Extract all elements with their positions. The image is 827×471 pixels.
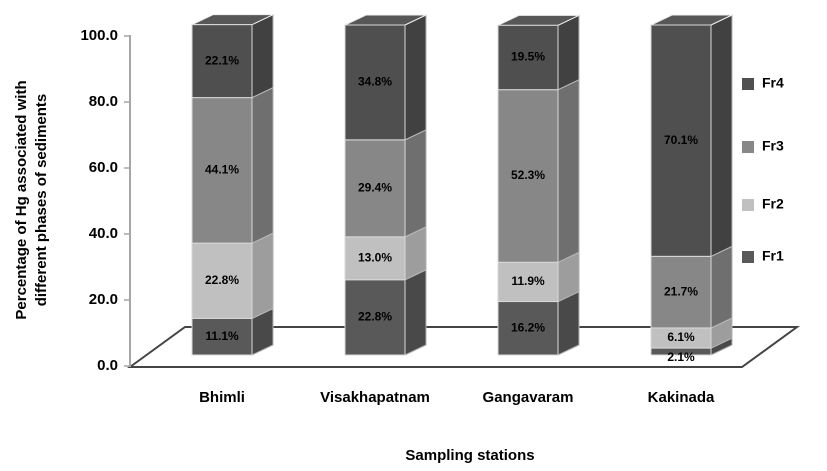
y-tick-label: 20.0 <box>89 291 118 308</box>
bar-side <box>251 13 274 99</box>
bar-side <box>557 14 580 91</box>
value-label: 6.1% <box>667 330 695 344</box>
y-tick-label: 60.0 <box>89 159 118 176</box>
value-label: 19.5% <box>511 50 545 64</box>
value-label: 11.1% <box>205 329 239 343</box>
legend-swatch <box>742 251 754 263</box>
value-label: 22.8% <box>358 310 392 324</box>
value-label: 13.0% <box>358 250 392 264</box>
bar-side <box>404 268 427 356</box>
bar-segment <box>650 14 733 258</box>
y-axis-title: Percentage of Hg associated with <box>13 80 30 319</box>
value-label: 52.3% <box>511 168 545 182</box>
legend-label: Fr3 <box>762 138 784 154</box>
y-axis-title: different phases of sediments <box>33 94 50 307</box>
legend-label: Fr4 <box>762 75 784 91</box>
bar-front <box>344 236 406 281</box>
bar-side <box>251 232 274 320</box>
bar-segment <box>497 14 580 91</box>
legend-swatch <box>742 78 754 90</box>
value-label: 29.4% <box>358 181 392 195</box>
bar-side <box>404 14 427 141</box>
legend-swatch <box>742 199 754 211</box>
bar-front <box>650 24 712 257</box>
bar-front <box>497 261 559 303</box>
bar-segment <box>344 14 427 141</box>
bar-front <box>344 139 406 238</box>
x-axis-title: Sampling stations <box>405 447 534 464</box>
plot-area <box>191 13 733 356</box>
value-label: 44.1% <box>205 163 239 177</box>
legend-swatch <box>742 141 754 153</box>
bar-segment <box>191 13 274 99</box>
value-label: 70.1% <box>664 133 698 147</box>
legend-label: Fr2 <box>762 196 784 212</box>
value-label: 16.2% <box>511 320 545 334</box>
bar-front <box>497 301 559 356</box>
floor <box>126 326 801 368</box>
value-label: 34.8% <box>358 75 392 89</box>
value-label: 21.7% <box>664 284 698 298</box>
bar-front <box>191 24 253 99</box>
bar-front <box>344 24 406 141</box>
bar-front <box>191 242 253 319</box>
x-tick-label: Bhimli <box>199 389 245 406</box>
y-tick-label: 40.0 <box>89 225 118 242</box>
y-tick-label: 100.0 <box>80 27 118 44</box>
bar-front <box>344 279 406 356</box>
x-tick-label: Visakhapatnam <box>320 389 430 406</box>
bar-side <box>251 86 274 244</box>
legend-label: Fr1 <box>762 248 784 264</box>
y-tick-label: 0.0 <box>97 357 118 374</box>
bar-side <box>710 245 733 329</box>
x-tick-label: Kakinada <box>648 389 715 406</box>
bar-front <box>191 97 253 244</box>
bar-side <box>404 129 427 238</box>
value-label: 2.1% <box>667 350 695 364</box>
bar-side <box>557 290 580 356</box>
value-label: 22.1% <box>205 53 239 67</box>
x-tick-label: Gangavaram <box>483 389 574 406</box>
value-label: 11.9% <box>511 274 545 288</box>
bar-front <box>497 24 559 91</box>
bar-side <box>557 78 580 264</box>
bar-side <box>710 14 733 258</box>
y-tick-label: 80.0 <box>89 93 118 110</box>
value-label: 22.8% <box>205 273 239 287</box>
bar-segment <box>191 307 274 356</box>
